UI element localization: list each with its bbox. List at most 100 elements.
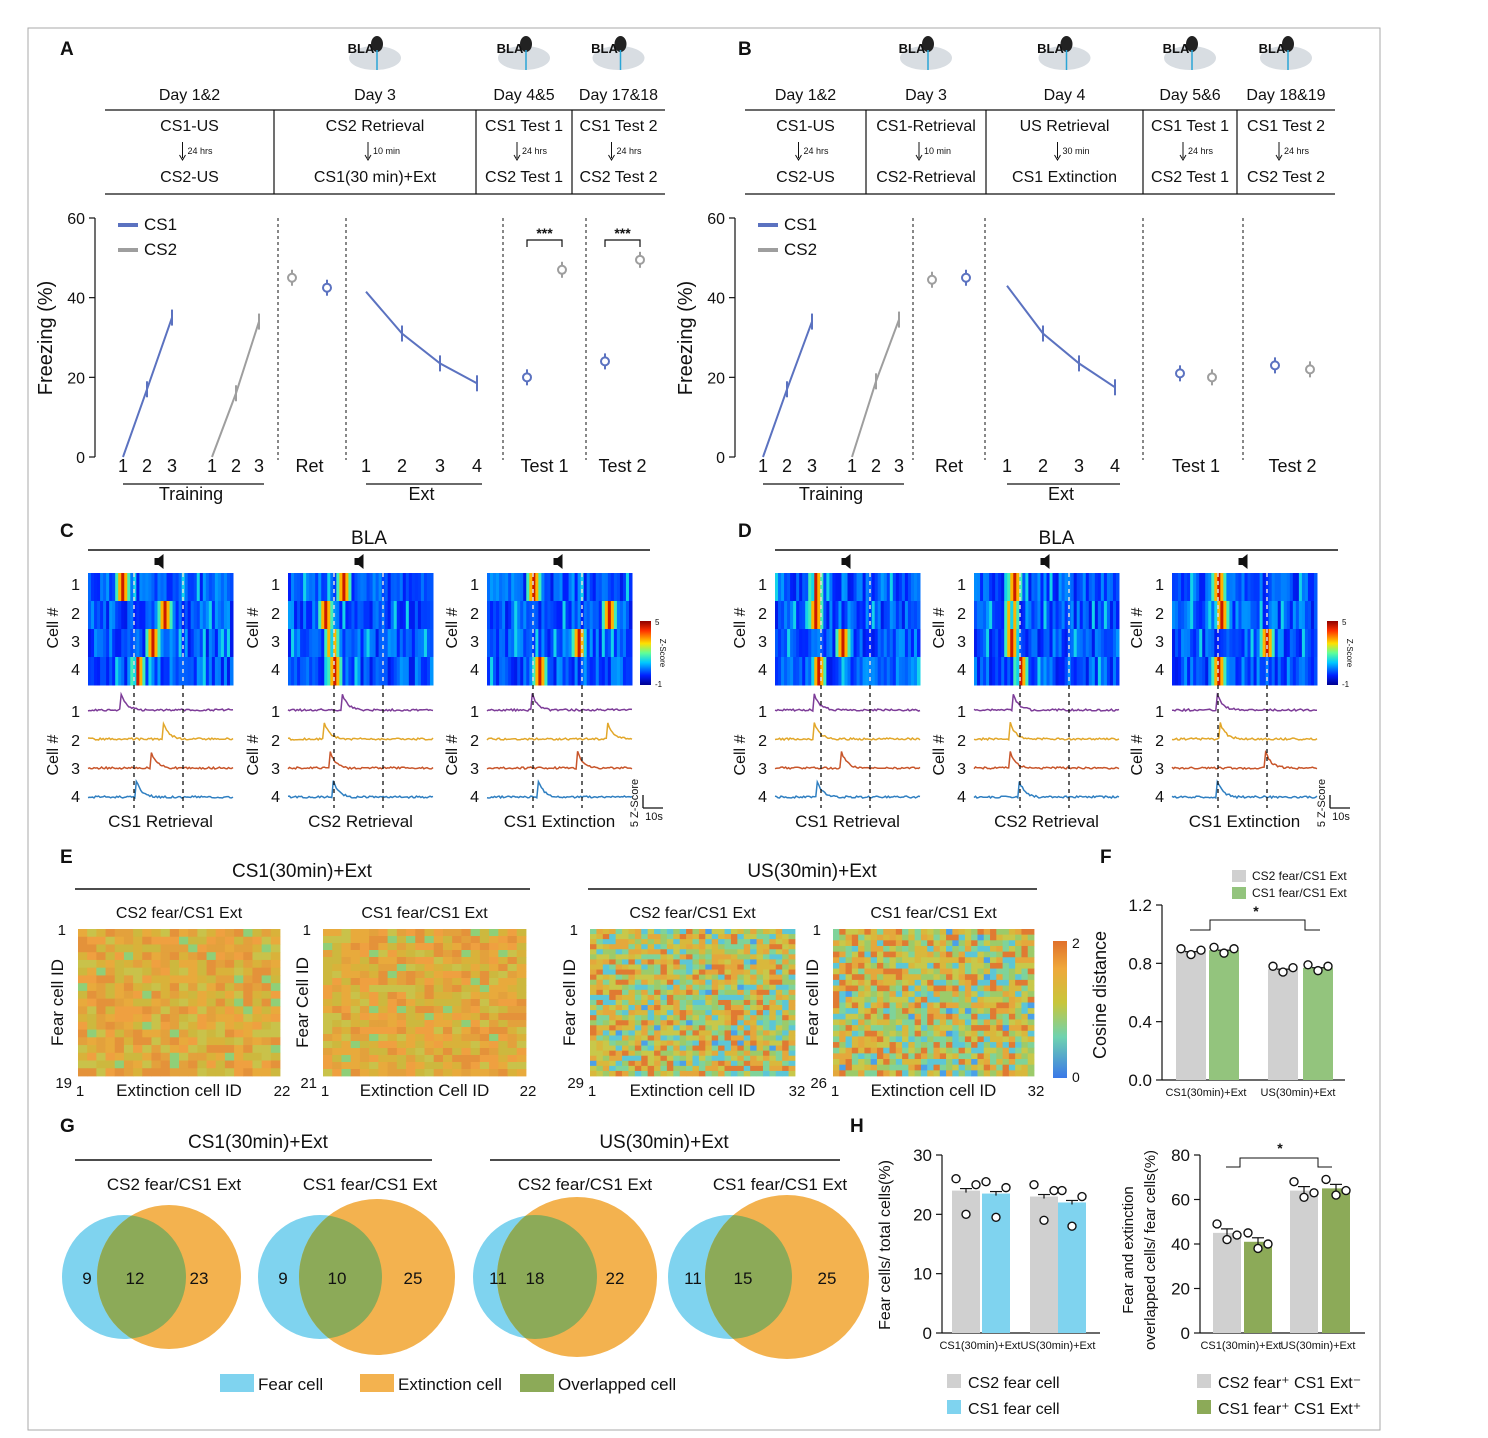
matrix-cell bbox=[261, 1068, 272, 1077]
matrix-cell bbox=[602, 929, 610, 935]
matrix-cell bbox=[724, 999, 732, 1006]
matrix-cell bbox=[142, 1037, 152, 1046]
heatmap-cell bbox=[1250, 573, 1255, 602]
matrix-cell bbox=[215, 983, 226, 992]
matrix-cell bbox=[142, 1021, 152, 1030]
heatmap-cell bbox=[796, 657, 800, 686]
matrix-cell bbox=[452, 1006, 462, 1014]
data-point bbox=[981, 1176, 991, 1187]
matrix-cell bbox=[902, 968, 909, 975]
matrix-cell bbox=[839, 1019, 846, 1026]
matrix-cell bbox=[647, 1015, 655, 1021]
heatmap-cell bbox=[977, 601, 981, 630]
matrix-cell bbox=[870, 1030, 878, 1037]
heatmap-cell bbox=[229, 629, 234, 658]
matrix-cell bbox=[996, 957, 1003, 964]
matrix-cell bbox=[224, 929, 235, 938]
matrix-cell bbox=[169, 975, 180, 984]
heatmap-cell bbox=[520, 573, 524, 602]
matrix-cell bbox=[939, 1008, 947, 1015]
heatmap-cell bbox=[895, 657, 900, 686]
matrix-cell bbox=[927, 1053, 934, 1060]
matrix-cell bbox=[498, 1055, 508, 1063]
matrix-cell bbox=[946, 1019, 953, 1026]
heatmap-cell bbox=[613, 601, 618, 630]
matrix-cell bbox=[679, 999, 687, 1006]
h-right-y-label-2: overlapped cells/ fear cells(%) bbox=[1142, 1150, 1159, 1350]
matrix-cell bbox=[737, 979, 745, 986]
matrix-cell bbox=[939, 1070, 947, 1077]
heatmap-cell bbox=[378, 629, 383, 658]
matrix-cell bbox=[87, 959, 97, 969]
heatmap-cell bbox=[853, 629, 858, 658]
matrix-cell bbox=[1008, 934, 1016, 941]
heatmap-cell bbox=[100, 657, 104, 686]
matrix-cell bbox=[641, 1055, 649, 1062]
heatmap-cell bbox=[787, 657, 791, 686]
matrix-cell bbox=[590, 1050, 597, 1057]
matrix-cell bbox=[1021, 1025, 1029, 1032]
zscore-colorbar bbox=[1327, 621, 1338, 685]
heatmap-cell bbox=[577, 573, 582, 602]
matrix-cell bbox=[188, 952, 198, 961]
matrix-cell bbox=[686, 964, 693, 970]
heatmap-cell bbox=[977, 657, 981, 686]
heatmap-cell bbox=[357, 573, 361, 602]
matrix-cell bbox=[769, 964, 777, 970]
matrix-cell bbox=[206, 967, 217, 976]
matrix-cell bbox=[197, 959, 207, 969]
matrix-cell bbox=[769, 969, 777, 976]
matrix-cell bbox=[920, 1019, 928, 1026]
matrix-cell bbox=[788, 959, 796, 965]
matrix-cell bbox=[983, 1064, 991, 1071]
matrix-cell bbox=[977, 962, 985, 969]
heatmap-cell bbox=[1112, 601, 1117, 630]
calcium-trace bbox=[973, 694, 1120, 712]
matrix-cell bbox=[622, 964, 629, 970]
matrix-cell bbox=[1027, 974, 1035, 981]
matrix-cell bbox=[983, 962, 991, 969]
matrix-cell bbox=[489, 929, 499, 937]
heatmap-cell bbox=[351, 629, 355, 658]
matrix-cell bbox=[839, 1042, 846, 1049]
heatmap-cell bbox=[616, 573, 621, 602]
matrix-cell bbox=[634, 1050, 642, 1057]
panelA-bottom-label: CS1(30 min)+Ext bbox=[314, 169, 437, 186]
matrix-cell bbox=[1002, 1042, 1010, 1049]
matrix-cell bbox=[775, 949, 783, 955]
matrix-cell bbox=[78, 1037, 88, 1046]
sig-bracket bbox=[604, 239, 641, 247]
matrix-cell bbox=[939, 968, 947, 975]
matrix-cell bbox=[1015, 968, 1022, 975]
heatmap-cell bbox=[1223, 657, 1227, 686]
matrix-cell bbox=[686, 934, 693, 940]
matrix-cell bbox=[920, 974, 928, 981]
matrix-cell bbox=[964, 1070, 972, 1077]
data-point bbox=[1196, 945, 1206, 955]
matrix-cell bbox=[415, 1041, 425, 1049]
matrix-cell bbox=[977, 996, 985, 1003]
heatmap-cell bbox=[1211, 629, 1215, 658]
heatmap-cell bbox=[336, 601, 340, 630]
heatmap-cell bbox=[127, 573, 131, 602]
matrix-cell bbox=[660, 929, 668, 935]
venn-overlap-count: 10 bbox=[328, 1269, 347, 1288]
matrix-cell bbox=[737, 1020, 745, 1026]
matrix-cell bbox=[634, 1055, 642, 1062]
heatmap-cell bbox=[553, 573, 557, 602]
matrix-cell bbox=[479, 1062, 490, 1070]
matrix-cell bbox=[870, 1008, 878, 1015]
matrix-cell bbox=[705, 1065, 713, 1072]
matrix-cell bbox=[705, 1005, 713, 1011]
matrix-cell bbox=[647, 1070, 655, 1077]
cell-number: 4 bbox=[271, 789, 280, 806]
matrix-cell bbox=[946, 1030, 953, 1037]
colorbar-label: Z-Score bbox=[658, 639, 667, 668]
heatmap-cell bbox=[214, 657, 219, 686]
heatmap-cell bbox=[124, 601, 128, 630]
cell-axis-label: Cell # bbox=[444, 734, 461, 775]
matrix-cell bbox=[378, 1048, 388, 1056]
matrix-cell bbox=[679, 1020, 687, 1026]
heatmap-cell bbox=[886, 629, 891, 658]
matrix-cell bbox=[933, 979, 941, 986]
